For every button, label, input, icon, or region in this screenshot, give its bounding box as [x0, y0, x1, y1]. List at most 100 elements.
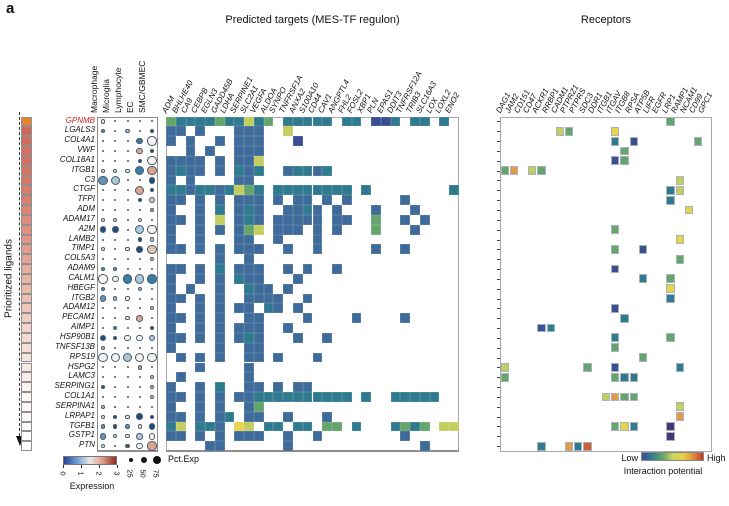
- heatmap-cell: [195, 244, 206, 255]
- heatmap-cell: [214, 273, 225, 284]
- dot: [112, 275, 119, 283]
- heatmap-cell: [185, 155, 196, 166]
- priority-strip-segment: [21, 313, 32, 324]
- heatmap-cell: [273, 234, 284, 245]
- receptor-cell: [638, 274, 647, 284]
- expression-tick-mark: [117, 465, 118, 468]
- dot: [114, 208, 117, 211]
- heatmap-cell: [244, 342, 254, 353]
- heatmap-cell: [302, 205, 313, 215]
- dot: [147, 441, 157, 451]
- ligand-label: COL18A1: [59, 154, 95, 164]
- heatmap-cell: [283, 264, 293, 274]
- heatmap-cell: [400, 421, 411, 432]
- heatmap-cell: [371, 214, 381, 225]
- heatmap-cell: [283, 214, 293, 225]
- expression-tick-mark: [63, 465, 64, 468]
- priority-strip-segment: [21, 411, 32, 422]
- heatmap-cell: [185, 175, 196, 186]
- heatmap-cell: [341, 116, 352, 127]
- dot: [150, 366, 153, 369]
- heatmap-cell: [253, 126, 264, 137]
- heatmap-cell: [312, 352, 323, 363]
- receptor-cell: [611, 363, 620, 372]
- heatmap-cell: [322, 411, 333, 422]
- heatmap-cell: [244, 155, 254, 166]
- dot: [102, 140, 105, 143]
- heatmap-cell: [292, 332, 303, 343]
- heatmap-cell: [283, 244, 293, 255]
- heatmap-cell: [283, 185, 293, 196]
- dot: [113, 325, 118, 331]
- receptor-cell: [629, 392, 638, 402]
- receptor-cell: [611, 392, 620, 402]
- heatmap-cell: [195, 401, 206, 412]
- receptor-cell: [620, 392, 629, 402]
- heatmap-cell: [214, 116, 225, 127]
- heatmap-cell: [185, 165, 196, 176]
- heatmap-cell: [292, 165, 303, 176]
- heatmap-cell: [205, 185, 215, 196]
- dot: [138, 327, 141, 330]
- dot: [148, 433, 156, 440]
- heatmap-cell: [312, 185, 323, 196]
- heatmap-cell: [253, 116, 264, 127]
- axis-tick: [496, 150, 500, 152]
- receptors-title: Receptors: [580, 14, 632, 26]
- heatmap-cell: [371, 224, 381, 235]
- heatmap-cell: [166, 264, 176, 274]
- ligand-label: ITGB2: [71, 292, 95, 302]
- dot: [113, 414, 118, 419]
- dot: [102, 317, 105, 320]
- dot: [114, 405, 117, 408]
- axis-tick: [496, 308, 500, 310]
- ligand-label: LAMC3: [68, 371, 95, 381]
- heatmap-cell: [253, 214, 264, 225]
- dot: [125, 316, 130, 321]
- dot: [126, 346, 129, 349]
- dot: [149, 306, 154, 311]
- heatmap-cell: [166, 136, 176, 146]
- heatmap-cell: [419, 392, 430, 402]
- priority-arrow-line: [19, 112, 20, 436]
- heatmap-cell: [273, 195, 284, 206]
- heatmap-cell: [175, 244, 186, 255]
- dot: [125, 129, 130, 134]
- heatmap-cell: [244, 254, 254, 265]
- receptor-cell: [611, 303, 620, 313]
- heatmap-cell: [214, 382, 225, 392]
- dot: [126, 366, 129, 369]
- dot: [113, 168, 118, 173]
- dot: [149, 394, 154, 400]
- heatmap-cell: [419, 116, 430, 127]
- heatmap-cell: [292, 392, 303, 402]
- heatmap-cell: [205, 146, 215, 156]
- receptor-cell: [675, 363, 684, 372]
- heatmap-cell: [332, 264, 342, 274]
- heatmap-cell: [283, 205, 293, 215]
- heatmap-cell: [302, 214, 313, 225]
- dot: [125, 247, 130, 252]
- heatmap-cell: [410, 205, 420, 215]
- axis-tick: [496, 288, 500, 290]
- heatmap-cell: [234, 175, 245, 186]
- receptor-cell: [666, 333, 675, 343]
- expression-tick-label: 2: [94, 471, 104, 476]
- pct-size-label: 50: [138, 469, 148, 478]
- axis-tick: [496, 160, 500, 162]
- heatmap-cell: [214, 411, 225, 422]
- priority-strip-segment: [21, 195, 32, 206]
- heatmap-cell: [253, 136, 264, 146]
- heatmap-cell: [292, 136, 303, 146]
- heatmap-cell: [175, 264, 186, 274]
- dot: [148, 423, 156, 430]
- receptor-cell: [666, 117, 675, 126]
- heatmap-cell: [273, 303, 284, 314]
- heatmap-cell: [205, 116, 215, 127]
- dot: [149, 188, 154, 193]
- cell-type-header: Microglia: [100, 78, 111, 113]
- heatmap-cell: [263, 392, 274, 402]
- heatmap-cell: [175, 155, 186, 166]
- heatmap-cell: [351, 421, 362, 432]
- dot: [136, 314, 143, 322]
